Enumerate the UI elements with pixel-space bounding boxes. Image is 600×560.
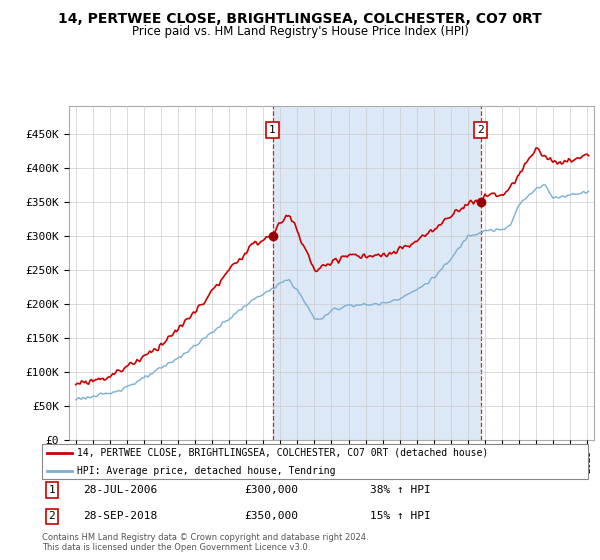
Text: Price paid vs. HM Land Registry's House Price Index (HPI): Price paid vs. HM Land Registry's House …	[131, 25, 469, 38]
Text: 1: 1	[49, 485, 55, 495]
Text: This data is licensed under the Open Government Licence v3.0.: This data is licensed under the Open Gov…	[42, 543, 310, 552]
Text: 14, PERTWEE CLOSE, BRIGHTLINGSEA, COLCHESTER, CO7 0RT: 14, PERTWEE CLOSE, BRIGHTLINGSEA, COLCHE…	[58, 12, 542, 26]
Text: 2: 2	[477, 125, 484, 135]
Text: Contains HM Land Registry data © Crown copyright and database right 2024.: Contains HM Land Registry data © Crown c…	[42, 533, 368, 542]
Bar	[272, 106, 481, 440]
Bar	[481, 106, 594, 440]
Text: 15% ↑ HPI: 15% ↑ HPI	[370, 511, 430, 521]
Text: £350,000: £350,000	[244, 511, 298, 521]
Text: 2: 2	[49, 511, 55, 521]
Text: 38% ↑ HPI: 38% ↑ HPI	[370, 485, 430, 495]
Bar	[69, 106, 272, 440]
Text: HPI: Average price, detached house, Tendring: HPI: Average price, detached house, Tend…	[77, 466, 336, 476]
Text: 14, PERTWEE CLOSE, BRIGHTLINGSEA, COLCHESTER, CO7 0RT (detached house): 14, PERTWEE CLOSE, BRIGHTLINGSEA, COLCHE…	[77, 448, 489, 458]
Text: 28-JUL-2006: 28-JUL-2006	[83, 485, 157, 495]
Text: 28-SEP-2018: 28-SEP-2018	[83, 511, 157, 521]
Text: 1: 1	[269, 125, 276, 135]
Text: £300,000: £300,000	[244, 485, 298, 495]
